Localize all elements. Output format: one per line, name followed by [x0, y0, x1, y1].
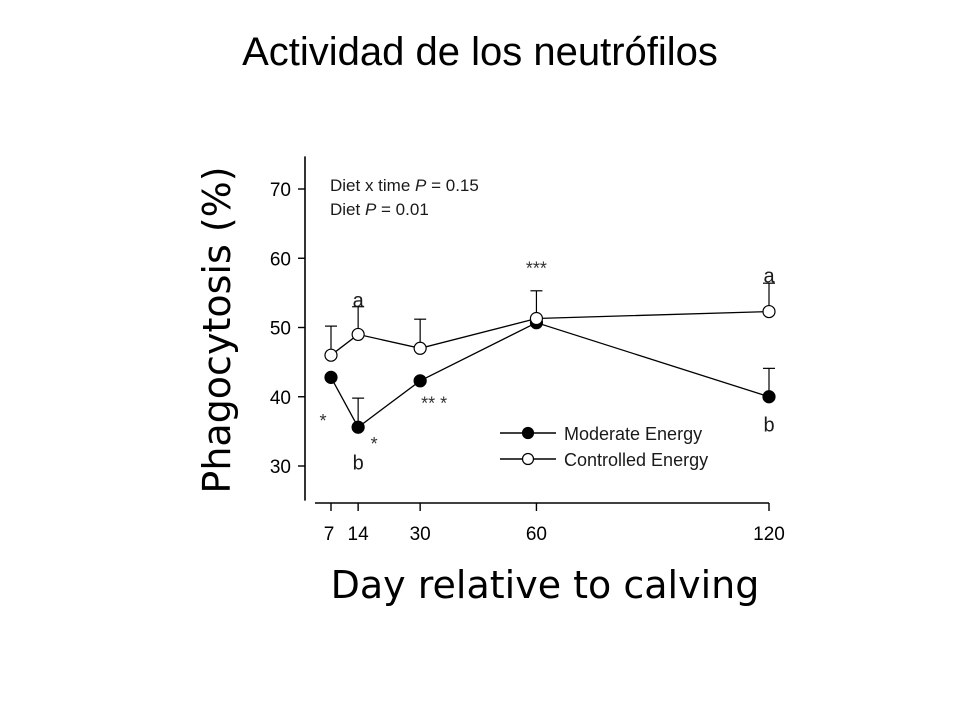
y-tick-label: 60 — [270, 249, 291, 270]
legend-marker-moderate — [521, 426, 535, 440]
y-tick-label: 70 — [270, 180, 291, 201]
y-tick-label: 40 — [270, 388, 291, 409]
stats-annotation-interaction: Diet x time P = 0.15 — [330, 176, 479, 195]
data-point — [762, 304, 776, 319]
series-line — [330, 321, 770, 429]
x-tick-label: 30 — [410, 524, 431, 545]
slide-title: Actividad de los neutrófilos — [242, 30, 718, 74]
chart-legend: Moderate Energy Controlled Energy — [500, 424, 708, 470]
legend-label-controlled: Controlled Energy — [564, 450, 708, 470]
y-tick-label: 30 — [270, 457, 291, 478]
legend-label-moderate: Moderate Energy — [564, 424, 702, 444]
significance-marker: * — [371, 434, 378, 454]
group-letter: b — [353, 453, 364, 475]
series-moderate-energy — [330, 321, 775, 429]
significance-marker: ** * — [421, 394, 447, 414]
data-point — [351, 327, 365, 342]
x-tick-label: 14 — [348, 524, 370, 545]
stats-annotation-diet: Diet P = 0.01 — [330, 200, 429, 219]
data-point — [324, 370, 338, 384]
significance-marker: * — [319, 411, 326, 431]
legend-marker-controlled — [521, 452, 535, 466]
x-tick-label: 60 — [526, 524, 547, 545]
x-axis-title: Day relative to calving — [331, 563, 760, 607]
series-line — [330, 310, 770, 356]
data-point — [529, 311, 544, 326]
x-tick-label: 120 — [753, 524, 785, 545]
significance-marker: *** — [526, 259, 547, 279]
data-point — [762, 390, 776, 404]
y-tick-label: 50 — [270, 319, 291, 340]
group-letter: a — [763, 266, 775, 288]
group-letter: b — [763, 414, 774, 436]
data-point — [351, 420, 365, 434]
data-point — [413, 374, 427, 388]
group-letter: a — [353, 290, 365, 312]
series-controlled-energy — [325, 282, 775, 356]
data-point — [324, 348, 338, 362]
x-tick-label: 7 — [324, 524, 335, 545]
chart-annotations: Diet x time P = 0.15 Diet P = 0.01 * * ** … — [319, 176, 775, 475]
chart-series — [324, 282, 776, 434]
data-point — [413, 341, 427, 355]
chart-axes: 30 40 50 60 70 7 14 30 60 120 — [270, 156, 785, 545]
y-axis-title: Phagocytosis (%) — [195, 166, 239, 493]
